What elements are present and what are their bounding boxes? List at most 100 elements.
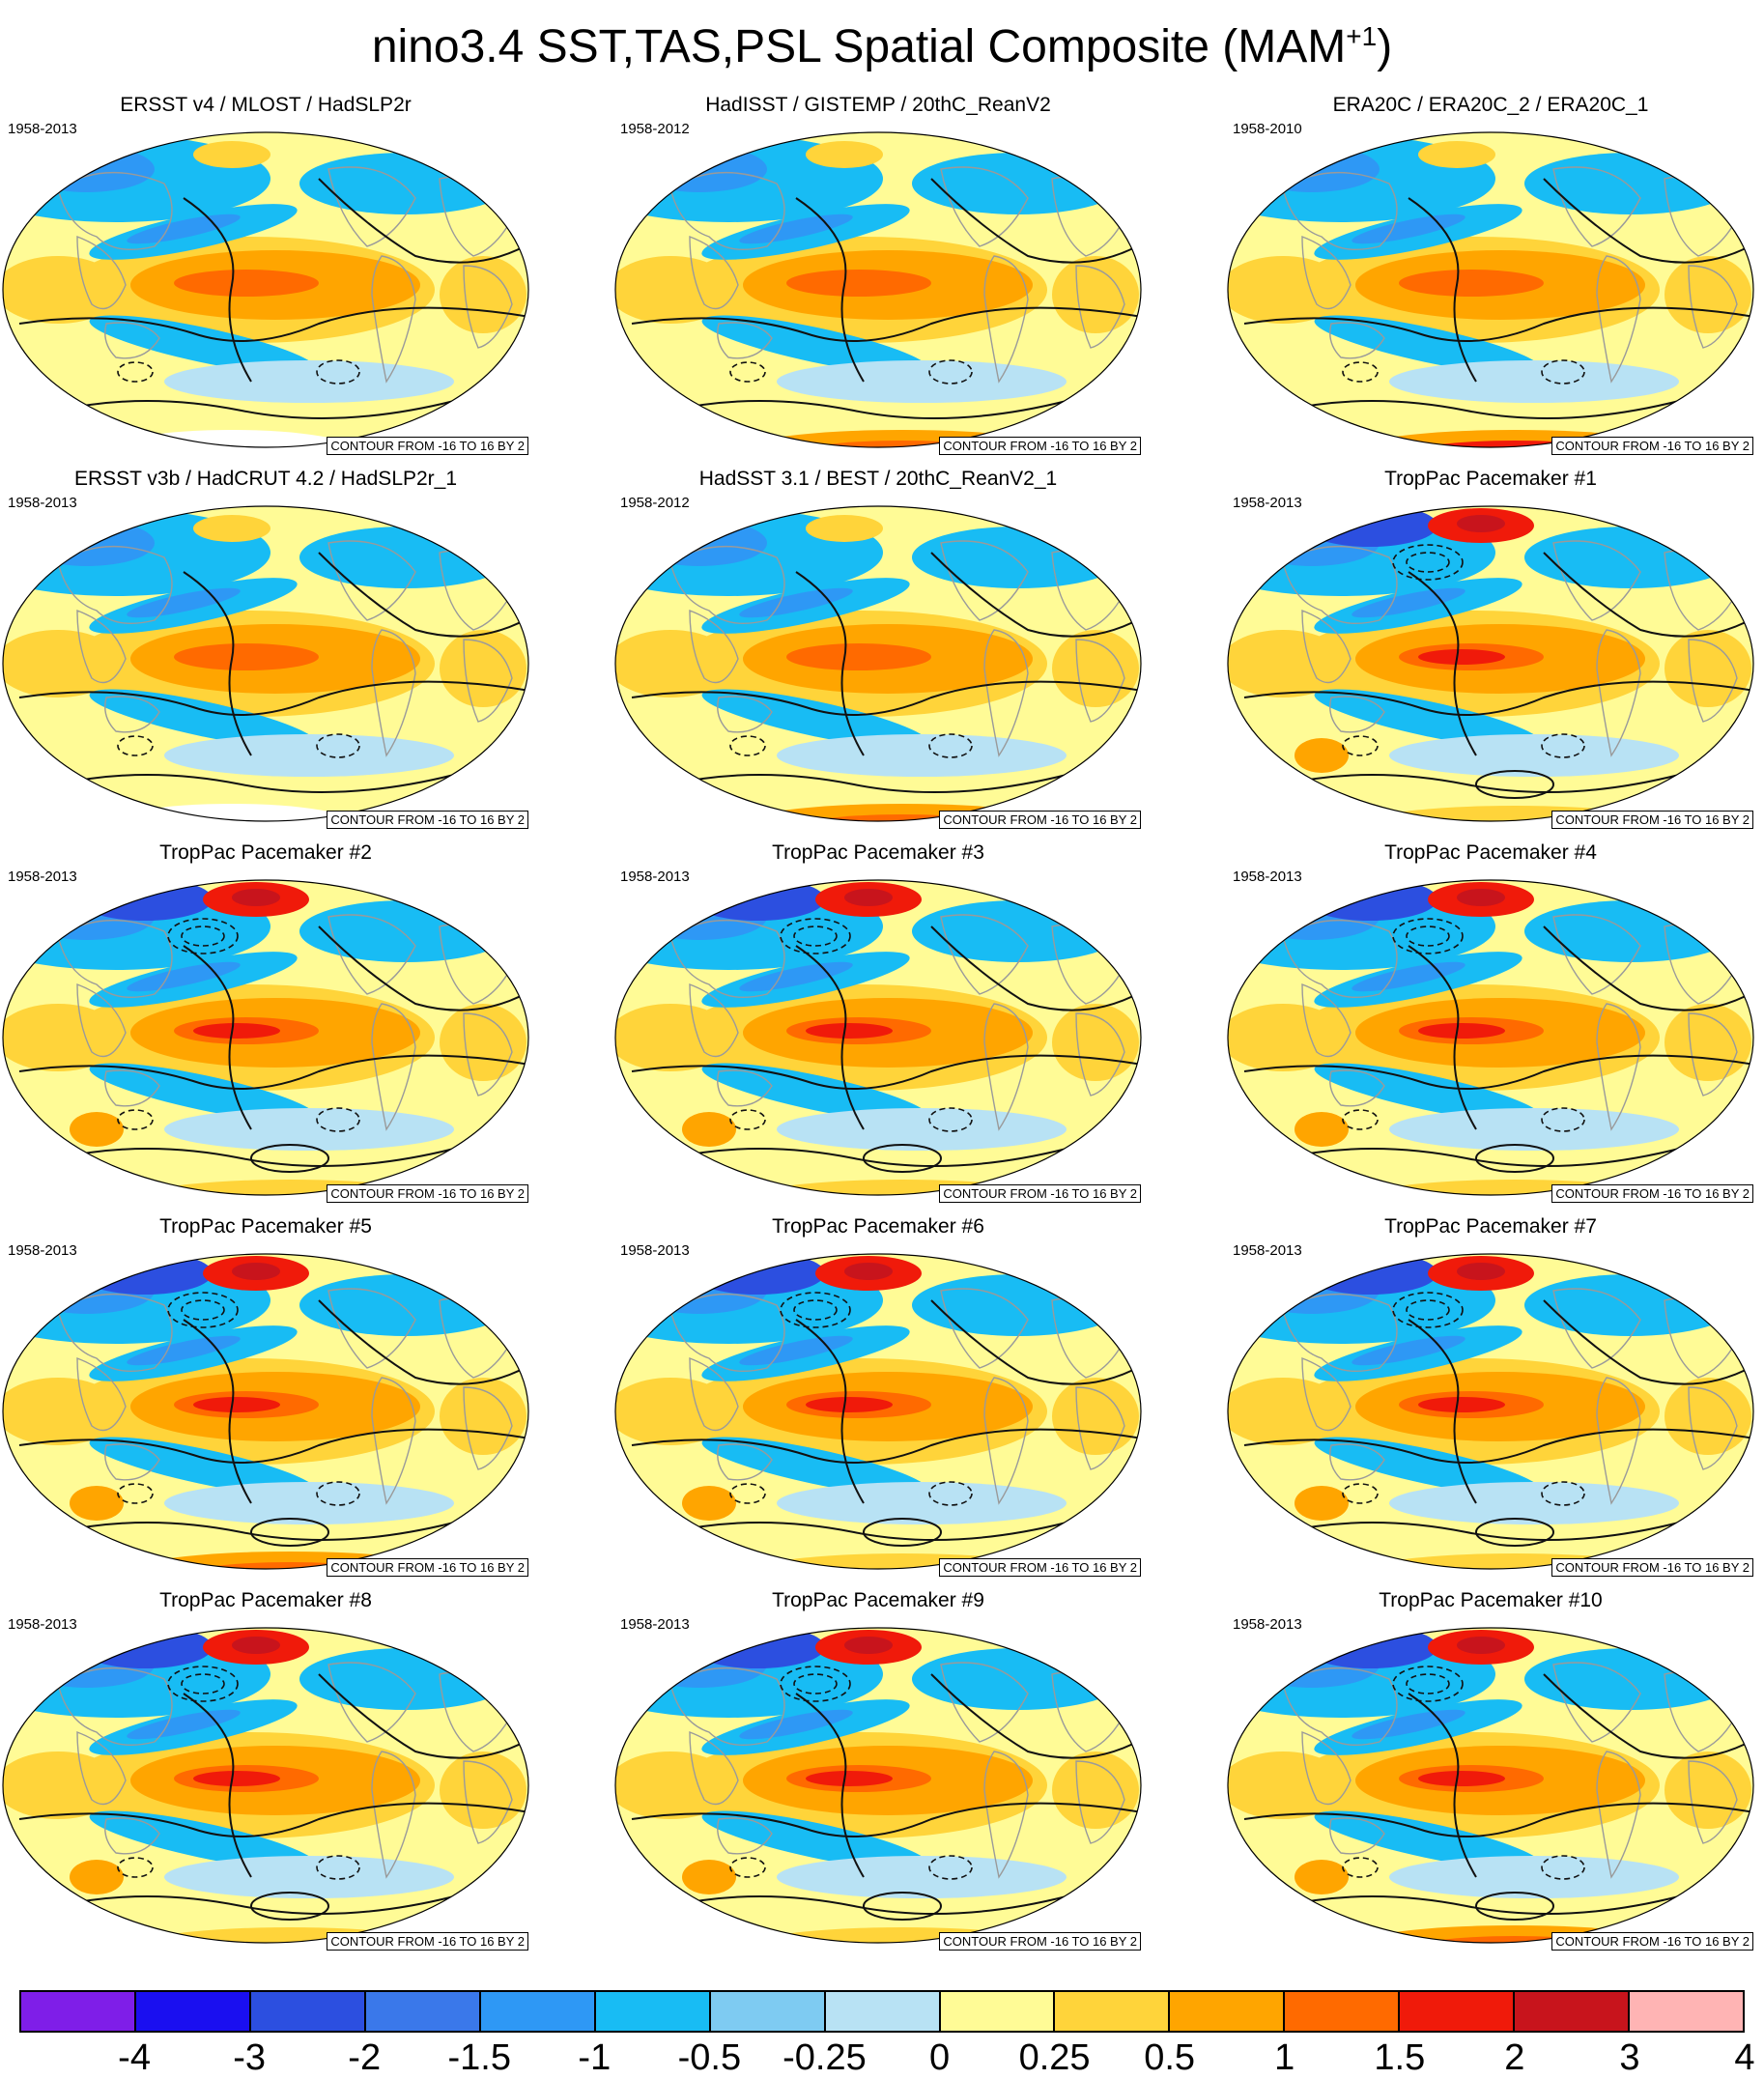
world-map	[614, 505, 1142, 822]
contour-note: CONTOUR FROM -16 TO 16 BY 2	[939, 437, 1141, 455]
panel-period: 1958-2013	[1233, 495, 1302, 511]
world-map	[2, 879, 529, 1196]
panel-period: 1958-2013	[8, 495, 77, 511]
world-map	[2, 131, 529, 448]
map-panel: ERSST v4 / MLOST / HadSLP2r 1958-2013 CONT…	[0, 92, 580, 465]
panel-period: 1958-2012	[620, 121, 690, 137]
panel-title: HadSST 3.1 / BEST / 20thC_ReanV2_1	[698, 468, 1058, 490]
colorbar-swatch	[595, 1992, 711, 2031]
map-panel: TropPac Pacemaker #7 1958-2013 CONTOUR FRO…	[1225, 1213, 1764, 1586]
panel-title: ERA20C / ERA20C_2 / ERA20C_1	[1332, 94, 1649, 116]
panel-title: TropPac Pacemaker #10	[1379, 1589, 1603, 1611]
colorbar-swatch	[825, 1992, 941, 2031]
colorbar-tick-label: 0	[928, 2037, 951, 2078]
panel-period: 1958-2013	[620, 1616, 690, 1633]
map-panel: ERA20C / ERA20C_2 / ERA20C_1 1958-2010 CON…	[1225, 92, 1764, 465]
world-map	[2, 1627, 529, 1944]
panel-title: TropPac Pacemaker #4	[1384, 841, 1597, 864]
panel-period: 1958-2013	[1233, 1616, 1302, 1633]
colorbar	[19, 1990, 1745, 2033]
figure-title-text: nino3.4 SST,TAS,PSL Spatial Composite (M…	[371, 21, 1347, 72]
map-panel: ERSST v3b / HadCRUT 4.2 / HadSLP2r_1 1958…	[0, 466, 580, 839]
colorbar-tick-label: 1	[1274, 2037, 1295, 2078]
world-map	[614, 1253, 1142, 1570]
panel-title: HadISST / GISTEMP / 20thC_ReanV2	[705, 94, 1051, 116]
panel-title: TropPac Pacemaker #3	[772, 841, 984, 864]
colorbar-tick-label: 4	[1734, 2037, 1755, 2078]
world-map	[614, 131, 1142, 448]
colorbar-tick-label: -0.5	[677, 2037, 742, 2078]
panel-title: TropPac Pacemaker #6	[772, 1215, 984, 1238]
map-panel: TropPac Pacemaker #3 1958-2013 CONTOUR FRO…	[612, 840, 1192, 1212]
colorbar-swatch	[21, 1992, 136, 2031]
panel-period: 1958-2013	[8, 1242, 77, 1259]
colorbar-swatch	[135, 1992, 251, 2031]
panel-period: 1958-2013	[8, 121, 77, 137]
contour-note: CONTOUR FROM -16 TO 16 BY 2	[1551, 1932, 1753, 1951]
contour-note: CONTOUR FROM -16 TO 16 BY 2	[939, 1184, 1141, 1203]
contour-note: CONTOUR FROM -16 TO 16 BY 2	[939, 1558, 1141, 1577]
world-map	[1227, 131, 1754, 448]
colorbar-tick-label: -3	[233, 2037, 267, 2078]
world-map	[1227, 879, 1754, 1196]
contour-note: CONTOUR FROM -16 TO 16 BY 2	[327, 1184, 528, 1203]
figure-title-close: )	[1377, 21, 1393, 72]
colorbar-swatch	[1285, 1992, 1401, 2031]
panel-title: TropPac Pacemaker #2	[159, 841, 372, 864]
contour-note: CONTOUR FROM -16 TO 16 BY 2	[1551, 811, 1753, 829]
colorbar-tick-label: -1.5	[447, 2037, 512, 2078]
colorbar-swatch	[1400, 1992, 1516, 2031]
panel-title: TropPac Pacemaker #8	[159, 1589, 372, 1611]
world-map	[614, 879, 1142, 1196]
world-map	[1227, 1627, 1754, 1944]
colorbar-tick-label: -1	[578, 2037, 612, 2078]
colorbar-tick-label: 0.25	[1018, 2037, 1091, 2078]
panel-title: TropPac Pacemaker #9	[772, 1589, 984, 1611]
world-map	[614, 1627, 1142, 1944]
colorbar-tick-label: -0.25	[782, 2037, 867, 2078]
panel-period: 1958-2010	[1233, 121, 1302, 137]
panel-period: 1958-2013	[620, 1242, 690, 1259]
panel-period: 1958-2013	[1233, 869, 1302, 885]
figure-title-superscript: +1	[1346, 21, 1378, 51]
map-panel: TropPac Pacemaker #6 1958-2013 CONTOUR FRO…	[612, 1213, 1192, 1586]
colorbar-swatch	[1055, 1992, 1171, 2031]
colorbar-tick-label: 2	[1504, 2037, 1525, 2078]
colorbar-tick-label: 1.5	[1374, 2037, 1426, 2078]
panel-period: 1958-2013	[1233, 1242, 1302, 1259]
map-panel: HadSST 3.1 / BEST / 20thC_ReanV2_1 1958-2…	[612, 466, 1192, 839]
world-map	[2, 505, 529, 822]
panel-title: TropPac Pacemaker #7	[1384, 1215, 1597, 1238]
map-panel: TropPac Pacemaker #1 1958-2013 CONTOUR FRO…	[1225, 466, 1764, 839]
contour-note: CONTOUR FROM -16 TO 16 BY 2	[939, 811, 1141, 829]
contour-note: CONTOUR FROM -16 TO 16 BY 2	[1551, 437, 1753, 455]
panel-title: ERSST v3b / HadCRUT 4.2 / HadSLP2r_1	[73, 468, 458, 490]
panel-title: TropPac Pacemaker #5	[159, 1215, 372, 1238]
world-map	[1227, 1253, 1754, 1570]
colorbar-tick-label: 3	[1619, 2037, 1640, 2078]
colorbar-swatch	[250, 1992, 366, 2031]
panel-period: 1958-2012	[620, 495, 690, 511]
panel-period: 1958-2013	[8, 869, 77, 885]
panel-title: ERSST v4 / MLOST / HadSLP2r	[120, 94, 412, 116]
panel-period: 1958-2013	[8, 1616, 77, 1633]
contour-note: CONTOUR FROM -16 TO 16 BY 2	[327, 437, 528, 455]
colorbar-swatch	[480, 1992, 596, 2031]
world-map	[2, 1253, 529, 1570]
colorbar-swatch	[1515, 1992, 1631, 2031]
contour-note: CONTOUR FROM -16 TO 16 BY 2	[327, 1558, 528, 1577]
map-panel: TropPac Pacemaker #8 1958-2013 CONTOUR FRO…	[0, 1587, 580, 1960]
map-panel: TropPac Pacemaker #4 1958-2013 CONTOUR FRO…	[1225, 840, 1764, 1212]
contour-note: CONTOUR FROM -16 TO 16 BY 2	[327, 811, 528, 829]
map-panel: HadISST / GISTEMP / 20thC_ReanV2 1958-201…	[612, 92, 1192, 465]
colorbar-swatch	[1170, 1992, 1286, 2031]
contour-note: CONTOUR FROM -16 TO 16 BY 2	[1551, 1558, 1753, 1577]
colorbar-tick-label: 0.5	[1144, 2037, 1196, 2078]
map-panel: TropPac Pacemaker #10 1958-2013 CONTOUR FR…	[1225, 1587, 1764, 1960]
contour-note: CONTOUR FROM -16 TO 16 BY 2	[327, 1932, 528, 1951]
colorbar-swatch	[365, 1992, 481, 2031]
map-panel: TropPac Pacemaker #9 1958-2013 CONTOUR FRO…	[612, 1587, 1192, 1960]
world-map	[1227, 505, 1754, 822]
contour-note: CONTOUR FROM -16 TO 16 BY 2	[1551, 1184, 1753, 1203]
figure-title: nino3.4 SST,TAS,PSL Spatial Composite (M…	[0, 6, 1764, 78]
